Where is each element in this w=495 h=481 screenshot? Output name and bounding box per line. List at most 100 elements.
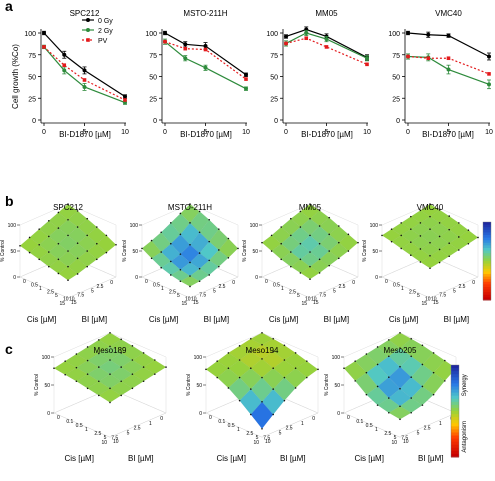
surface-point <box>410 254 412 257</box>
data-point <box>446 67 451 72</box>
colorbar-step <box>483 224 491 228</box>
surface-point <box>448 215 451 217</box>
surface-point <box>160 266 162 269</box>
bi-tick-label: 10 <box>403 439 409 445</box>
surface-point <box>261 343 263 346</box>
surface-point <box>318 272 321 274</box>
cis-tick-label: 0 <box>232 280 235 286</box>
bi-tick-label: 1 <box>375 427 378 433</box>
surface-point <box>98 380 100 383</box>
data-point <box>82 78 87 82</box>
surface-point <box>309 217 311 220</box>
surface-point <box>67 279 69 282</box>
cis-tick-label: 7.5 <box>77 293 84 299</box>
colorbar-step <box>451 435 459 440</box>
surface-point <box>98 339 100 341</box>
surface-point <box>309 251 311 253</box>
surface-point <box>318 242 321 245</box>
z-tick-label: 50 <box>252 249 258 255</box>
surface-point <box>410 337 413 340</box>
colorbar-step <box>451 371 459 375</box>
surface-point <box>299 258 302 261</box>
surface-point <box>96 258 98 261</box>
cis-tick-label: 2.5 <box>96 284 103 290</box>
surface-point <box>261 358 263 360</box>
bi-tick-label: 10 <box>63 296 69 302</box>
y-tick-label: 25 <box>149 96 157 103</box>
z-tick-label: 100 <box>42 355 51 361</box>
x-axis-label: BI-D1870 [µM] <box>180 130 232 139</box>
colorbar-step <box>483 245 491 249</box>
cis-axis-label: Cis [µM] <box>216 454 246 463</box>
surface-point <box>421 404 424 406</box>
z-tick-label: 100 <box>250 223 259 229</box>
z-tick-label: 0 <box>135 275 138 281</box>
surface-point <box>57 258 60 261</box>
colorbar-step <box>451 441 459 446</box>
surface-point <box>189 222 191 224</box>
surface-point <box>429 228 431 230</box>
cis-axis-label: Cis [µM] <box>149 315 179 324</box>
colorbar-step <box>483 266 491 270</box>
cis-axis-label: Cis [µM] <box>64 454 94 463</box>
surface-point <box>67 265 69 268</box>
y-tick-label: 0 <box>274 118 278 125</box>
surface-point <box>388 355 390 358</box>
surface-point <box>318 258 321 261</box>
surface-chart-spc212 <box>17 203 117 299</box>
surface-point <box>170 242 172 245</box>
data-point <box>304 31 309 35</box>
bi-tick-label: 0.5 <box>31 282 38 288</box>
bi-tick-label: 0.1 <box>66 419 73 425</box>
colorbar-step <box>483 287 491 291</box>
surface-point <box>75 366 78 369</box>
surface-point <box>53 367 55 370</box>
bi-tick-label: 2.5 <box>94 431 101 437</box>
bi-tick-label: 5 <box>256 435 259 441</box>
surface-point <box>141 247 143 250</box>
legend-label: 0 Gy <box>98 18 113 25</box>
surface-point <box>390 240 393 243</box>
cis-tick-label: 5 <box>279 431 282 437</box>
surface-point <box>250 351 252 353</box>
bi-tick-label: 15 <box>433 300 439 306</box>
colorbar-frame <box>450 364 460 458</box>
cis-axis-label: Cis [µM] <box>389 315 419 324</box>
surface-point <box>376 385 379 388</box>
surface-point <box>290 234 292 237</box>
bi-tick-label: 0.1 <box>218 419 225 425</box>
surface-point <box>179 253 182 255</box>
surface-point <box>438 248 441 251</box>
surface-point <box>299 272 302 274</box>
bi-tick-label: 0 <box>209 415 212 421</box>
bi-axis-label: BI [µM] <box>324 315 350 324</box>
colorbar-step <box>483 281 491 285</box>
y-tick-label: 50 <box>270 75 278 82</box>
surface-point <box>198 280 201 283</box>
colorbar-step <box>451 420 459 424</box>
y-tick-label: 25 <box>270 96 278 103</box>
y-tick-label: 100 <box>388 31 400 38</box>
bi-tick-label: 0.5 <box>228 423 235 429</box>
series-line-0-gy <box>164 32 247 76</box>
surface-point <box>399 365 401 368</box>
bi-tick-label: 15 <box>193 300 199 306</box>
data-point <box>487 54 491 59</box>
y-tick-label: 0 <box>396 118 400 125</box>
surface-point <box>272 388 275 390</box>
surface-point <box>208 218 210 221</box>
data-point <box>244 72 248 77</box>
colorbar-step <box>483 271 491 275</box>
surface-point <box>28 251 31 254</box>
colorbar-label-antagonism: Antagonism <box>462 421 468 453</box>
colorbar-step <box>483 232 491 236</box>
surface-point <box>429 215 431 218</box>
colorbar-step <box>451 426 459 430</box>
surface-title: Meso205 <box>384 346 417 355</box>
surface-chart-msto-211h <box>139 203 239 299</box>
surface-point <box>76 242 79 244</box>
data-point <box>406 54 410 59</box>
cis-tick-label: 0 <box>110 280 113 286</box>
